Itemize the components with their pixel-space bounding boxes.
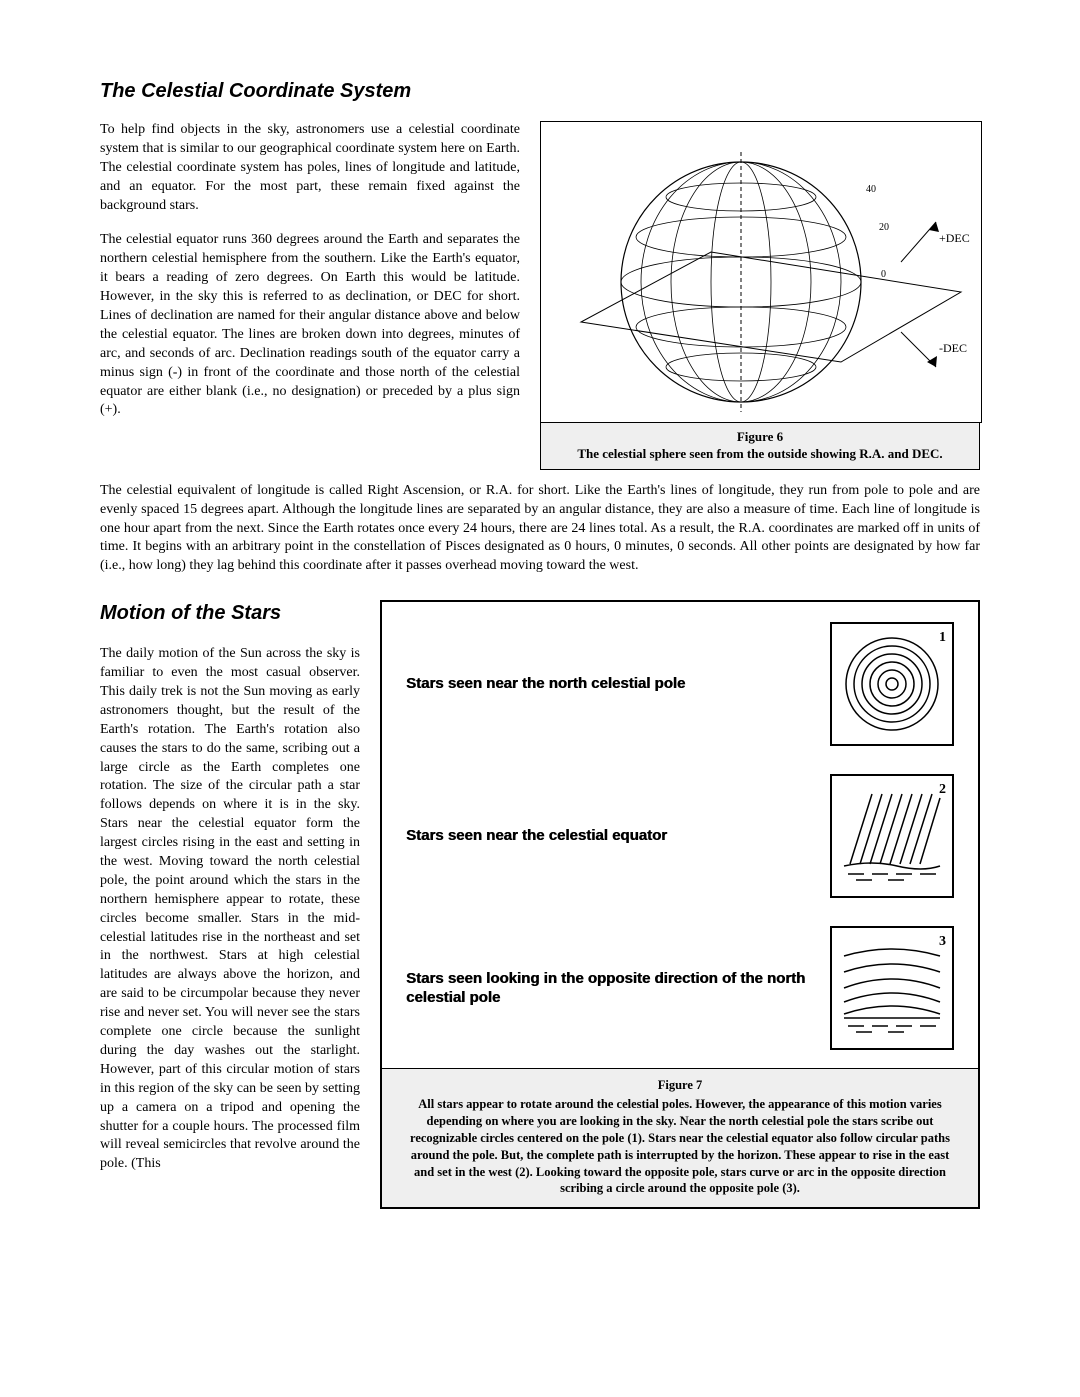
figure7-num2: 2 — [939, 782, 946, 798]
section1-text-column: To help find objects in the sky, astrono… — [100, 121, 520, 436]
page: The Celestial Coordinate System To help … — [0, 0, 1080, 1249]
section2-title: Motion of the Stars — [100, 600, 360, 627]
figure6-label: Figure 6 — [737, 429, 783, 444]
figure7-row2: Stars seen near the celestial equator — [406, 774, 954, 898]
figure7-thumb3: 3 — [830, 926, 954, 1050]
concentric-circles-icon — [842, 634, 942, 734]
figure7-label: Figure 7 — [400, 1077, 960, 1094]
svg-text:0: 0 — [881, 269, 886, 280]
section1-p2: The celestial equator runs 360 degrees a… — [100, 231, 520, 420]
celestial-sphere-svg: +DEC -DEC 0 20 40 — [541, 122, 981, 422]
figure6-diagram: +DEC -DEC 0 20 40 — [540, 121, 982, 423]
section2-text-column: Motion of the Stars The daily motion of … — [100, 600, 360, 1190]
figure6-caption: Figure 6 The celestial sphere seen from … — [540, 423, 980, 470]
figure7-caption: Figure 7 All stars appear to rotate arou… — [382, 1068, 978, 1207]
curved-arcs-icon — [842, 938, 942, 1038]
figure7-caption-text: All stars appear to rotate around the ce… — [410, 1097, 950, 1195]
section2-p1: The daily motion of the Sun across the s… — [100, 645, 360, 1174]
figure7-row3: Stars seen looking in the opposite direc… — [406, 926, 954, 1050]
svg-text:40: 40 — [866, 184, 876, 195]
figure7-row1-label: Stars seen near the north celestial pole — [406, 674, 810, 694]
figure7-body: Stars seen near the north celestial pole… — [382, 602, 978, 1068]
svg-text:20: 20 — [879, 222, 889, 233]
row2: Motion of the Stars The daily motion of … — [100, 600, 980, 1209]
figure6: +DEC -DEC 0 20 40 Figure 6 The celestial… — [540, 121, 980, 470]
figure7-num3: 3 — [939, 934, 946, 950]
figure7-num1: 1 — [939, 630, 946, 646]
figure7-row2-label: Stars seen near the celestial equator — [406, 826, 810, 846]
figure7-row1: Stars seen near the north celestial pole… — [406, 622, 954, 746]
section1-p1: To help find objects in the sky, astrono… — [100, 121, 520, 215]
figure7-row3-label: Stars seen looking in the opposite direc… — [406, 969, 810, 1008]
figure7-thumb1: 1 — [830, 622, 954, 746]
figure7-thumb2: 2 — [830, 774, 954, 898]
figure6-caption-text: The celestial sphere seen from the outsi… — [577, 446, 942, 461]
plus-dec-label: +DEC — [939, 231, 970, 245]
row1: To help find objects in the sky, astrono… — [100, 121, 980, 470]
section1-p3: The celestial equivalent of longitude is… — [100, 482, 980, 576]
figure7: Stars seen near the north celestial pole… — [380, 600, 980, 1209]
minus-dec-label: -DEC — [939, 341, 967, 355]
section1-title: The Celestial Coordinate System — [100, 80, 980, 103]
diagonal-trails-icon — [842, 786, 942, 886]
